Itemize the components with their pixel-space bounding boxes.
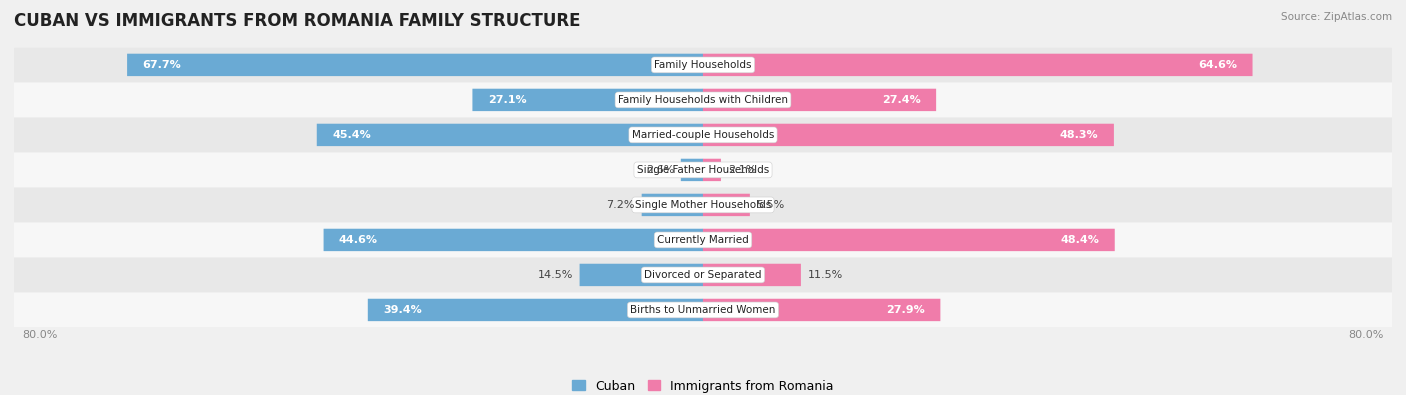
FancyBboxPatch shape xyxy=(14,118,1392,152)
Text: Divorced or Separated: Divorced or Separated xyxy=(644,270,762,280)
FancyBboxPatch shape xyxy=(681,159,703,181)
FancyBboxPatch shape xyxy=(14,293,1392,327)
Legend: Cuban, Immigrants from Romania: Cuban, Immigrants from Romania xyxy=(568,375,838,395)
Text: 48.3%: 48.3% xyxy=(1060,130,1098,140)
FancyBboxPatch shape xyxy=(316,124,703,146)
FancyBboxPatch shape xyxy=(703,54,1253,76)
Text: 48.4%: 48.4% xyxy=(1060,235,1099,245)
FancyBboxPatch shape xyxy=(703,264,801,286)
Text: 27.4%: 27.4% xyxy=(882,95,921,105)
Text: 2.6%: 2.6% xyxy=(645,165,673,175)
Text: 14.5%: 14.5% xyxy=(537,270,572,280)
FancyBboxPatch shape xyxy=(703,194,749,216)
FancyBboxPatch shape xyxy=(641,194,703,216)
FancyBboxPatch shape xyxy=(14,48,1392,82)
Text: 67.7%: 67.7% xyxy=(142,60,181,70)
Text: Married-couple Households: Married-couple Households xyxy=(631,130,775,140)
Text: 27.1%: 27.1% xyxy=(488,95,526,105)
FancyBboxPatch shape xyxy=(368,299,703,321)
Text: CUBAN VS IMMIGRANTS FROM ROMANIA FAMILY STRUCTURE: CUBAN VS IMMIGRANTS FROM ROMANIA FAMILY … xyxy=(14,12,581,30)
FancyBboxPatch shape xyxy=(14,153,1392,187)
Text: Births to Unmarried Women: Births to Unmarried Women xyxy=(630,305,776,315)
Text: 39.4%: 39.4% xyxy=(384,305,422,315)
FancyBboxPatch shape xyxy=(703,124,1114,146)
Text: Single Mother Households: Single Mother Households xyxy=(636,200,770,210)
FancyBboxPatch shape xyxy=(703,299,941,321)
FancyBboxPatch shape xyxy=(127,54,703,76)
FancyBboxPatch shape xyxy=(703,229,1115,251)
FancyBboxPatch shape xyxy=(14,223,1392,257)
Text: 5.5%: 5.5% xyxy=(756,200,785,210)
FancyBboxPatch shape xyxy=(703,89,936,111)
FancyBboxPatch shape xyxy=(323,229,703,251)
Text: Family Households: Family Households xyxy=(654,60,752,70)
Text: 11.5%: 11.5% xyxy=(807,270,842,280)
Text: Source: ZipAtlas.com: Source: ZipAtlas.com xyxy=(1281,12,1392,22)
Text: 7.2%: 7.2% xyxy=(606,200,636,210)
Text: Single Father Households: Single Father Households xyxy=(637,165,769,175)
Text: 44.6%: 44.6% xyxy=(339,235,378,245)
Text: 64.6%: 64.6% xyxy=(1198,60,1237,70)
Text: 2.1%: 2.1% xyxy=(728,165,756,175)
FancyBboxPatch shape xyxy=(703,159,721,181)
Text: 45.4%: 45.4% xyxy=(332,130,371,140)
FancyBboxPatch shape xyxy=(14,188,1392,222)
FancyBboxPatch shape xyxy=(14,258,1392,292)
FancyBboxPatch shape xyxy=(472,89,703,111)
Text: 27.9%: 27.9% xyxy=(886,305,925,315)
Text: 80.0%: 80.0% xyxy=(1348,330,1384,340)
Text: 80.0%: 80.0% xyxy=(22,330,58,340)
FancyBboxPatch shape xyxy=(14,83,1392,117)
Text: Family Households with Children: Family Households with Children xyxy=(619,95,787,105)
Text: Currently Married: Currently Married xyxy=(657,235,749,245)
FancyBboxPatch shape xyxy=(579,264,703,286)
